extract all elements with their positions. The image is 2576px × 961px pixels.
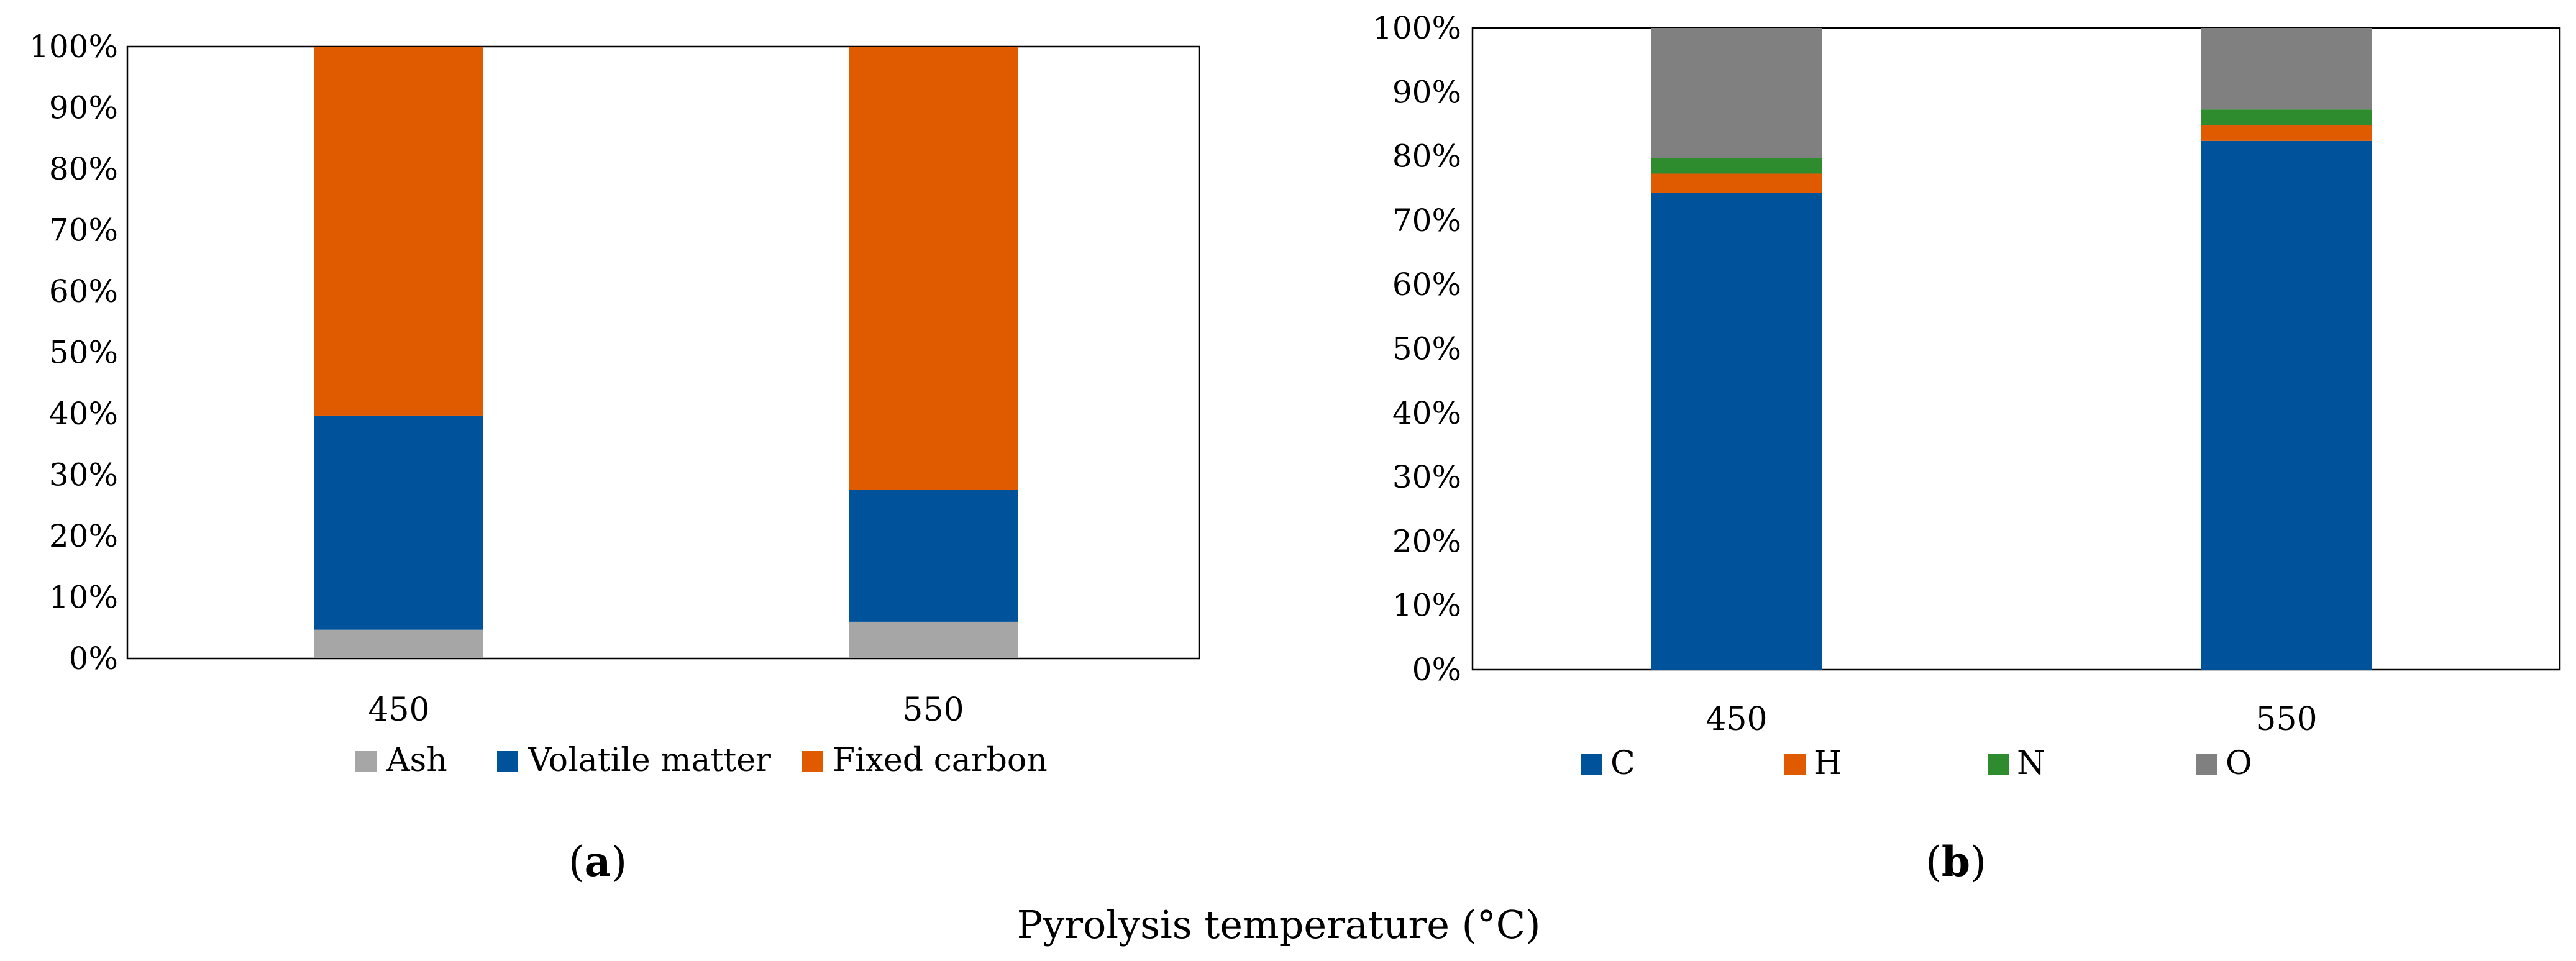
bar-segment-fixed-carbon-450 <box>314 47 483 416</box>
bar-segment-n-550 <box>2201 109 2372 126</box>
bar-segment-ash-550 <box>849 621 1018 658</box>
bar-segment-volatile-matter-550 <box>849 490 1018 622</box>
y-tick-label: 80% <box>49 151 118 187</box>
bar-segment-c-550 <box>2201 140 2372 670</box>
bar-segment-h-450 <box>1651 173 1822 193</box>
y-tick-label: 70% <box>49 212 118 248</box>
y-tick-label: 10% <box>49 580 118 616</box>
y-tick-label: 90% <box>1392 74 1461 110</box>
legend-swatch-o <box>2196 754 2217 775</box>
legend-swatch-fixed-carbon <box>802 751 823 772</box>
legend-swatch-volatile-matter <box>497 751 518 772</box>
bar-segment-volatile-matter-450 <box>314 415 483 630</box>
legend-label: C <box>1610 745 1635 782</box>
y-tick-label: 10% <box>1392 588 1461 624</box>
y-tick-label: 40% <box>1392 395 1461 431</box>
x-category-label: 450 <box>1706 701 1767 738</box>
panel-label: (b) <box>1925 837 1986 886</box>
y-tick-label: 50% <box>1392 331 1461 367</box>
legend-label: Fixed carbon <box>833 742 1048 779</box>
x-category-label: 550 <box>902 691 964 729</box>
plot-area-frame <box>1471 27 2561 671</box>
x-axis-caption: Pyrolysis temperature (°C) <box>1017 902 1541 947</box>
legend-label: H <box>1814 745 1842 782</box>
legend-swatch-n <box>1988 754 2009 775</box>
legend-swatch-c <box>1581 754 1602 775</box>
legend-swatch-ash <box>355 751 377 772</box>
legend-label: O <box>2226 745 2252 782</box>
chart-panel-a: 0% 10% 20% 30% 40% 50% 60% 70% 80% 90% 100% 450 550 A… <box>29 29 1200 886</box>
y-tick-label: 60% <box>49 273 118 309</box>
bar-segment-c-450 <box>1651 193 1822 670</box>
legend-label: Volatile matter <box>528 742 771 779</box>
bar-segment-o-450 <box>1651 28 1822 158</box>
y-tick-label: 30% <box>1392 459 1461 495</box>
panel-label: (a) <box>569 837 627 886</box>
legend-swatch-h <box>1784 754 1806 775</box>
bar-segment-n-450 <box>1651 158 1822 174</box>
y-tick-label: 80% <box>1392 139 1461 175</box>
y-tick-label: 40% <box>49 396 118 432</box>
y-tick-label: 20% <box>1392 523 1461 559</box>
y-tick-label: 0% <box>1412 652 1461 688</box>
plot-area-frame <box>126 45 1200 660</box>
y-tick-label: 90% <box>49 90 118 126</box>
bar-segment-ash-450 <box>314 629 483 658</box>
y-tick-label: 100% <box>1372 10 1461 46</box>
legend-label: N <box>2017 745 2045 782</box>
y-tick-label: 50% <box>49 335 118 371</box>
chart-panel-b: 0% 10% 20% 30% 40% 50% 60% 70% 80% 90% 100% 450 550 C… <box>1372 10 2561 886</box>
y-tick-label: 60% <box>1392 266 1461 303</box>
bar-segment-o-550 <box>2201 28 2372 110</box>
x-category-label: 550 <box>2255 701 2317 738</box>
x-category-label: 450 <box>368 691 429 729</box>
bar-segment-h-550 <box>2201 125 2372 141</box>
y-tick-label: 0% <box>69 640 118 676</box>
y-tick-label: 30% <box>49 457 118 493</box>
y-tick-label: 100% <box>29 29 118 65</box>
y-tick-label: 20% <box>49 518 118 554</box>
bar-segment-fixed-carbon-550 <box>849 47 1018 490</box>
legend-label: Ash <box>386 742 447 779</box>
y-tick-label: 70% <box>1392 203 1461 239</box>
